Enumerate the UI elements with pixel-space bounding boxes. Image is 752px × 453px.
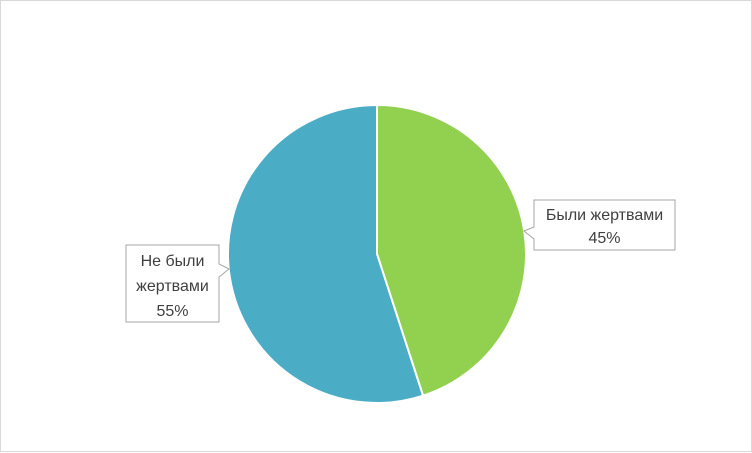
slice-label-2-line-2: жертвами (136, 278, 209, 295)
slice-value-label-1: 45% (588, 230, 620, 247)
callout-box-2 (125, 244, 230, 323)
data-label-callout-2: Не были жертвами 55% (125, 244, 230, 323)
slice-value-label-2: 55% (156, 303, 188, 320)
slice-label-2-line-1: Не были (141, 253, 205, 270)
pie-slice-2 (227, 103, 425, 404)
slice-label-1: Были жертвами (546, 207, 663, 224)
data-label-callout-1: Были жертвами 45% (523, 199, 676, 251)
pie-slices (227, 103, 527, 404)
callout-box-1 (523, 199, 676, 251)
